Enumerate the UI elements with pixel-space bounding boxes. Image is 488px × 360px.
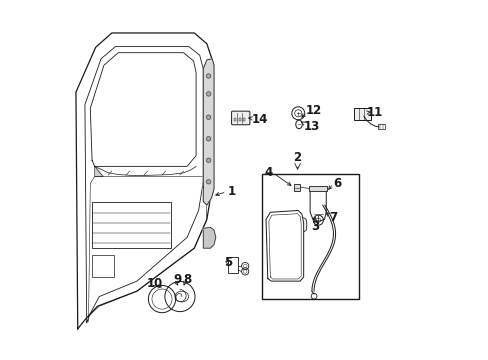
Circle shape (206, 158, 210, 162)
Text: 7: 7 (328, 211, 337, 224)
Bar (238, 118, 240, 121)
Text: 4: 4 (264, 166, 272, 179)
Polygon shape (94, 166, 102, 176)
Text: 1: 1 (227, 185, 235, 198)
Circle shape (206, 92, 210, 96)
Circle shape (206, 180, 210, 184)
Bar (243, 118, 244, 121)
Bar (261, 174, 358, 299)
Circle shape (206, 136, 210, 141)
Polygon shape (203, 227, 215, 248)
Polygon shape (203, 59, 214, 205)
Bar (378, 124, 385, 129)
Bar (92, 202, 171, 248)
Bar (234, 118, 236, 121)
Text: 2: 2 (292, 151, 301, 164)
Bar (353, 108, 370, 120)
Text: 11: 11 (366, 106, 382, 119)
Circle shape (206, 74, 210, 78)
Bar (92, 255, 113, 277)
Text: 10: 10 (147, 277, 163, 290)
Text: 12: 12 (305, 104, 322, 117)
Text: 5: 5 (224, 256, 232, 269)
Bar (309, 186, 326, 191)
FancyBboxPatch shape (231, 111, 249, 125)
Text: 6: 6 (333, 177, 341, 190)
Text: 9: 9 (173, 273, 182, 286)
Text: 14: 14 (251, 113, 267, 126)
Circle shape (206, 115, 210, 120)
Bar (293, 184, 300, 192)
Text: 3: 3 (310, 220, 319, 233)
Text: 13: 13 (303, 120, 319, 133)
Text: 8: 8 (183, 273, 191, 286)
Bar (228, 257, 238, 273)
